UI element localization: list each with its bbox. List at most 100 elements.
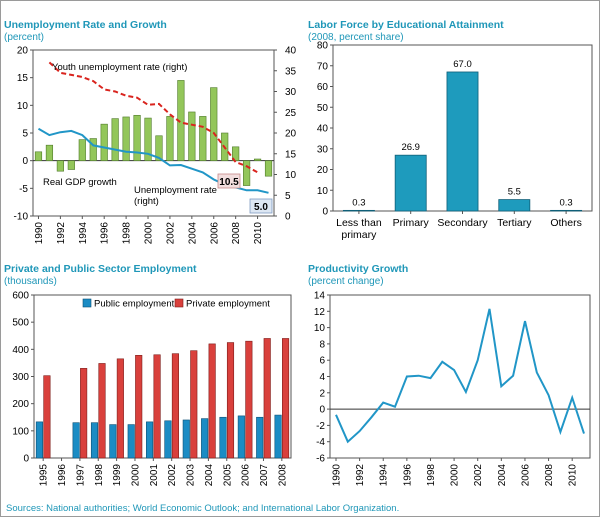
right-tick-label: 5 [285,191,291,202]
right-tick-label: 25 [285,108,297,119]
gdp-growth-bar [34,151,43,161]
y-tick-label: 300 [12,372,29,383]
sources-footnote: Sources: National authorities; World Eco… [6,503,400,514]
right-tick-label: 30 [285,87,297,98]
x-tick-label: 2004 [187,222,198,245]
x-tick-label: 2000 [130,464,141,487]
education-bar [394,154,427,212]
x-tick-label: 1996 [100,222,111,245]
x-tick-label: 2003 [186,464,197,487]
unemp-last-value-box [249,198,273,214]
category-label: Primary [393,217,430,229]
x-tick-label: 1996 [57,464,68,487]
x-tick-label: 1995 [39,464,50,487]
x-tick-label: 1990 [332,464,343,487]
gdp-growth-label: Real GDP growth [43,177,117,188]
y-tick-label: 100 [12,426,29,437]
panel-subtitle: (2008, percent share) [308,32,404,43]
public-employment-bar [35,421,43,459]
x-tick-label: 1999 [112,464,123,487]
productivity-line [335,308,585,444]
plot-area [329,294,591,459]
gdp-growth-bar [264,160,273,177]
y-tick-label: 60 [317,82,329,93]
gdp-growth-bar [111,118,119,161]
y-tick-label: 2 [319,388,325,399]
public-employment-bar [256,416,264,459]
gdp-growth-bar [89,138,97,161]
youth-last-value-box [217,173,241,189]
category-label: Others [550,217,582,229]
private-employment-bar [208,343,216,459]
x-tick-label: 1990 [34,222,45,245]
private-employment-bar [171,353,179,459]
employment-chart: 0 100 200 300 400 500 600 1995 1996 1997 1998 1999 2… [12,291,292,487]
right-tick-label: 35 [285,66,297,77]
x-tick-label: 1994 [78,222,89,245]
unemployment-rate-label-2: (right) [134,196,159,207]
panel-subtitle: (thousands) [4,276,57,287]
y-tick-label: -4 [316,437,325,448]
y-tick-label: 600 [12,291,29,302]
youth-unemployment-line [48,61,259,174]
x-tick-label: 2001 [149,464,160,487]
public-employment-bar [237,415,245,459]
public-employment-bar [201,418,209,459]
education-bar [342,209,375,212]
gdp-growth-bar [56,160,64,172]
gdp-growth-bar [199,116,207,161]
bar-value-label: 67.0 [453,59,472,70]
x-tick-label: 2007 [259,464,270,487]
x-tick-label: 2000 [144,222,155,245]
x-tick-label: 2002 [165,222,176,245]
public-employment-bar [109,424,117,459]
gdp-growth-bar [155,135,163,161]
y-tick-label: 0 [319,405,325,416]
public-employment-bar [164,420,172,459]
y-tick-label: 0 [23,454,29,465]
bar-value-label: 0.3 [559,197,572,208]
y-tick-label: 10 [317,186,329,197]
education-bar [550,209,583,212]
category-label: Secondary [437,217,488,229]
x-tick-label: 1992 [355,464,366,487]
gdp-growth-bar [122,116,130,161]
public-employment-bar [146,421,154,459]
y-tick-label: 30 [317,144,329,155]
y-tick-label: 20 [317,165,329,176]
x-tick-label: 2010 [253,222,264,245]
gdp-growth-bar [144,117,152,161]
x-tick-label: 2000 [450,464,461,487]
private-employment-bar [116,358,124,459]
legend-label-private: Private employment [186,299,270,310]
x-tick-label: 1998 [426,464,437,487]
private-employment-bar [43,375,51,459]
private-employment-bar [153,354,161,459]
y-tick-label: 6 [319,356,325,367]
gdp-growth-bar [210,87,218,161]
y-tick-label: 80 [317,41,329,52]
bar-value-label: 26.9 [401,142,420,153]
y-tick-label: 500 [12,318,29,329]
bar-value-label: 0.3 [352,197,365,208]
private-employment-bar [245,340,253,459]
gdp-growth-bar [253,158,262,161]
panel-labor-force: Labor Force by Educational Attainment (2… [300,0,600,255]
right-tick-label: 10 [285,170,297,181]
x-tick-label: 2010 [568,464,579,487]
legend-swatch-public [82,298,92,308]
left-tick-label: -10 [14,212,29,223]
right-tick-label: 0 [285,212,291,223]
y-tick-label: -2 [316,421,325,432]
gdp-growth-bar [133,114,141,161]
gdp-growth-bar [100,123,108,161]
public-employment-bar [72,422,80,459]
left-tick-label: 15 [17,73,29,84]
x-tick-label: 2008 [277,464,288,487]
youth-unemployment-label: Youth unemployment rate (right) [52,62,187,73]
gdp-growth-bar [188,111,196,161]
category-label: Less than [336,217,382,229]
plot-area [33,294,292,459]
legend-label-public: Public employment [94,299,175,310]
